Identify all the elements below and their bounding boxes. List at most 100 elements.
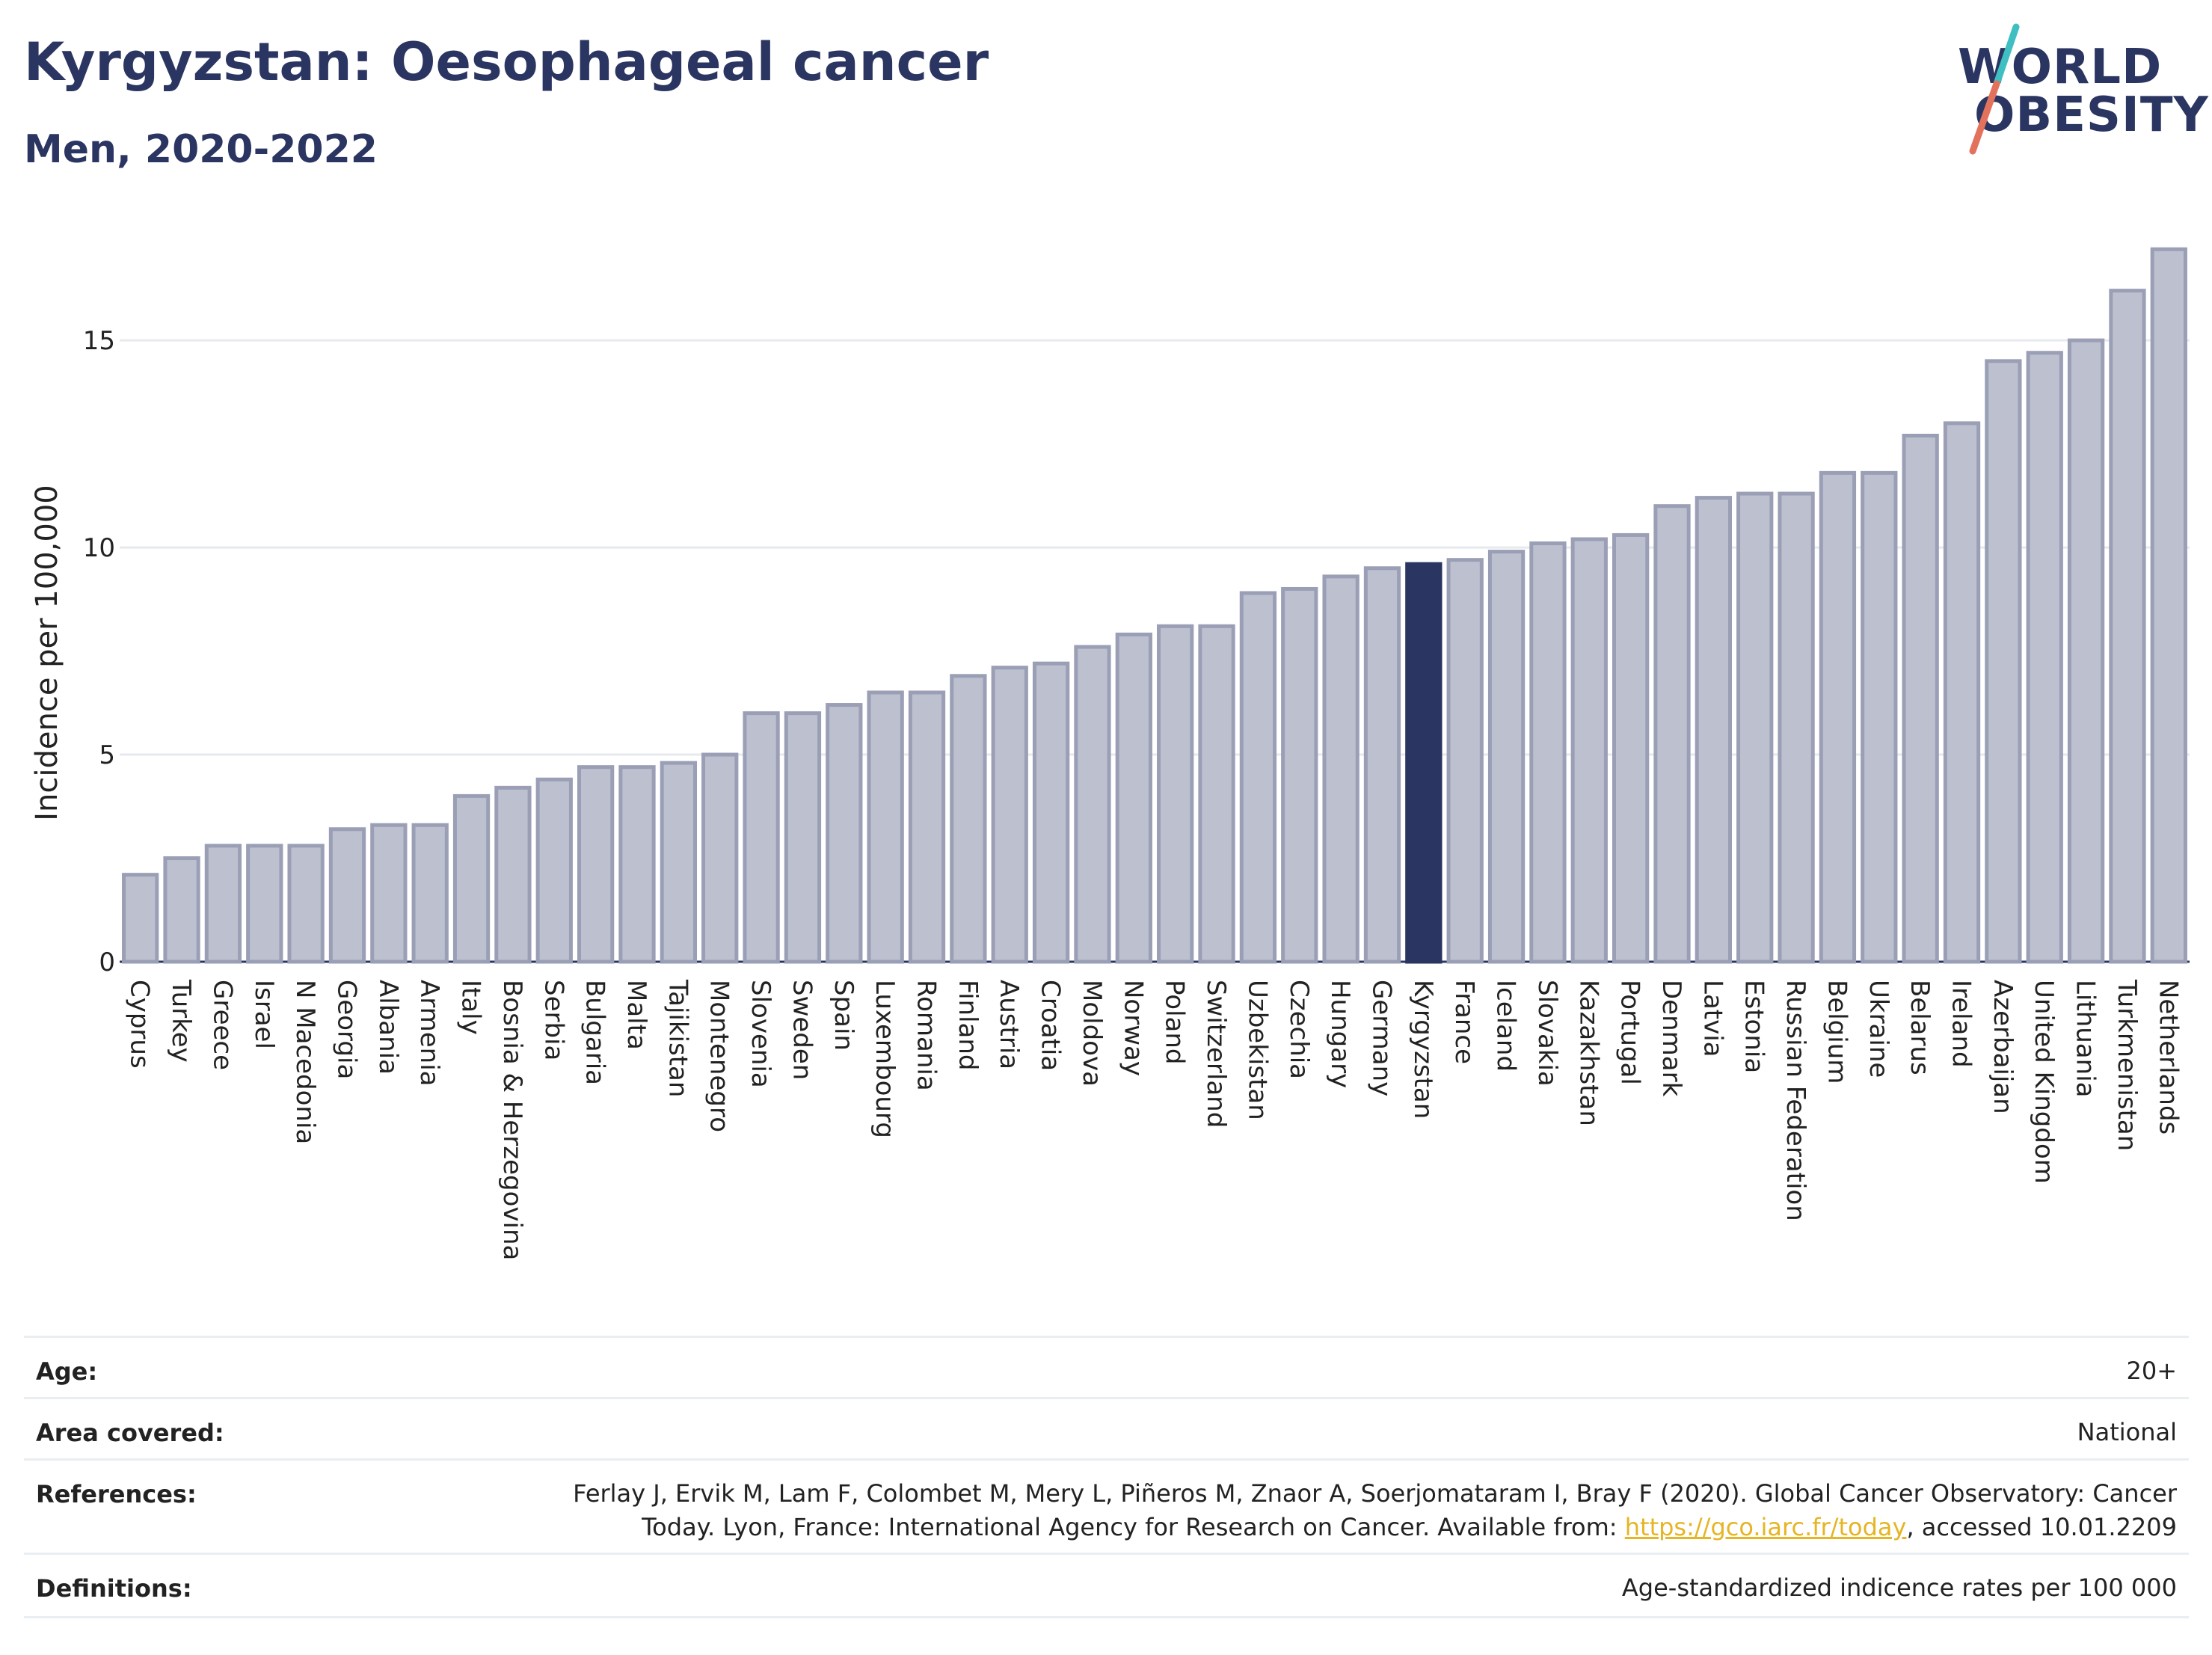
bar[interactable] — [2026, 351, 2063, 964]
x-tick-label: Israel — [249, 980, 279, 1049]
chart-title: Kyrgyzstan: Oesophageal cancer — [24, 31, 989, 93]
x-tick-label: Ireland — [1947, 980, 1976, 1068]
x-tick-label: Luxembourg — [870, 980, 900, 1138]
bar[interactable] — [287, 844, 325, 964]
x-tick-label: Austria — [994, 980, 1024, 1069]
x-tick-label: Tajikistan — [663, 979, 692, 1097]
bar[interactable] — [743, 711, 780, 964]
bar[interactable] — [246, 844, 283, 964]
references-accessed: , accessed 10.01.2209 — [1906, 1513, 2177, 1541]
bar[interactable] — [1653, 504, 1691, 964]
meta-references-value: Ferlay J, Ervik M, Lam F, Colombet M, Me… — [573, 1477, 2177, 1544]
bar[interactable] — [1239, 591, 1277, 964]
x-tick-label: Hungary — [1325, 980, 1355, 1088]
x-tick-label: Greece — [207, 980, 237, 1070]
bar[interactable] — [411, 823, 449, 964]
bar[interactable] — [1115, 632, 1152, 964]
x-tick-label: Czechia — [1284, 980, 1314, 1079]
x-tick-label: Spain — [829, 980, 858, 1051]
x-tick-label: Slovenia — [746, 980, 775, 1088]
bar[interactable] — [1819, 470, 1857, 964]
meta-references-label: References: — [36, 1480, 197, 1508]
x-tick-label: Turkey — [166, 979, 196, 1063]
x-tick-label: Poland — [1160, 980, 1190, 1065]
bar[interactable] — [370, 823, 408, 964]
x-tick-label: Croatia — [1036, 980, 1066, 1071]
bar-highlight[interactable] — [1405, 562, 1443, 964]
bar[interactable] — [867, 690, 904, 964]
bar[interactable] — [1074, 645, 1111, 964]
x-tick-label: Kazakhstan — [1573, 980, 1603, 1126]
bar[interactable] — [1612, 532, 1650, 964]
bar[interactable] — [494, 785, 532, 964]
bar[interactable] — [122, 873, 159, 964]
bar[interactable] — [701, 752, 739, 964]
bar[interactable] — [826, 703, 863, 964]
bar[interactable] — [1736, 491, 1774, 964]
x-tick-label: Bulgaria — [580, 980, 610, 1085]
bar[interactable] — [991, 666, 1028, 964]
bar[interactable] — [1363, 566, 1401, 964]
references-line-2: Today. Lyon, France: International Agenc… — [573, 1511, 2177, 1544]
x-tick-label: Montenegro — [704, 980, 734, 1132]
bar[interactable] — [660, 761, 698, 964]
references-link[interactable]: https://gco.iarc.fr/today — [1624, 1513, 1907, 1541]
x-tick-label: Denmark — [1656, 980, 1686, 1097]
bar[interactable] — [2150, 247, 2187, 964]
bar[interactable] — [577, 765, 615, 964]
bar[interactable] — [1198, 624, 1235, 964]
x-tick-label: France — [1449, 980, 1479, 1064]
x-tick-label: Albania — [373, 980, 403, 1075]
bar[interactable] — [1446, 558, 1484, 964]
x-tick-label: Slovakia — [1532, 980, 1562, 1087]
meta-area-label: Area covered: — [36, 1419, 224, 1447]
meta-row-references: References: Ferlay J, Ervik M, Lam F, Co… — [24, 1458, 2189, 1555]
bar[interactable] — [1322, 574, 1360, 964]
bar[interactable] — [535, 777, 573, 964]
bar[interactable] — [1695, 496, 1733, 964]
x-tick-label: Kyrgyzstan — [1408, 980, 1438, 1119]
bar[interactable] — [618, 765, 656, 964]
bar[interactable] — [328, 827, 366, 964]
bar[interactable] — [1157, 624, 1194, 964]
x-tick-label: Belarus — [1905, 980, 1935, 1075]
x-tick-label: Moldova — [1077, 980, 1107, 1087]
bar[interactable] — [2067, 338, 2105, 964]
meta-definitions-value: Age-standardized indicence rates per 100… — [1621, 1573, 2177, 1602]
bar[interactable] — [950, 674, 987, 964]
bar[interactable] — [908, 690, 946, 964]
meta-row-age: Age: 20+ — [24, 1336, 2189, 1399]
x-tick-label: Estonia — [1739, 980, 1769, 1073]
x-tick-label: Belgium — [1822, 980, 1852, 1084]
logo-line-1: WORLD — [1958, 40, 2163, 95]
bar[interactable] — [1943, 421, 1981, 964]
bar[interactable] — [452, 793, 491, 964]
bar[interactable] — [1281, 586, 1318, 964]
y-tick-label: 5 — [99, 740, 115, 770]
x-tick-label: Iceland — [1491, 980, 1521, 1072]
x-tick-label: Georgia — [331, 980, 361, 1079]
bar[interactable] — [1487, 550, 1526, 964]
bar[interactable] — [2109, 289, 2146, 964]
bar[interactable] — [1861, 470, 1898, 964]
bar[interactable] — [1985, 359, 2022, 964]
bar[interactable] — [204, 844, 242, 964]
x-tick-label: Italy — [456, 980, 486, 1035]
bar[interactable] — [784, 711, 822, 964]
x-tick-label: N Macedonia — [290, 980, 320, 1144]
bar[interactable] — [1902, 434, 1939, 964]
meta-row-area: Area covered: National — [24, 1397, 2189, 1461]
x-tick-label: United Kingdom — [2029, 980, 2059, 1184]
bar[interactable] — [1570, 537, 1608, 964]
bar[interactable] — [1529, 541, 1567, 964]
bars — [122, 247, 2187, 964]
meta-age-value: 20+ — [2126, 1357, 2177, 1385]
bar[interactable] — [163, 856, 200, 964]
references-line-1: Ferlay J, Ervik M, Lam F, Colombet M, Me… — [573, 1479, 2177, 1508]
bar[interactable] — [1778, 491, 1815, 964]
y-tick-label: 15 — [83, 326, 115, 356]
meta-row-definitions: Definitions: Age-standardized indicence … — [24, 1553, 2189, 1618]
meta-definitions-label: Definitions: — [36, 1574, 192, 1603]
bar[interactable] — [1032, 661, 1070, 964]
x-tick-label: Norway — [1118, 980, 1148, 1076]
